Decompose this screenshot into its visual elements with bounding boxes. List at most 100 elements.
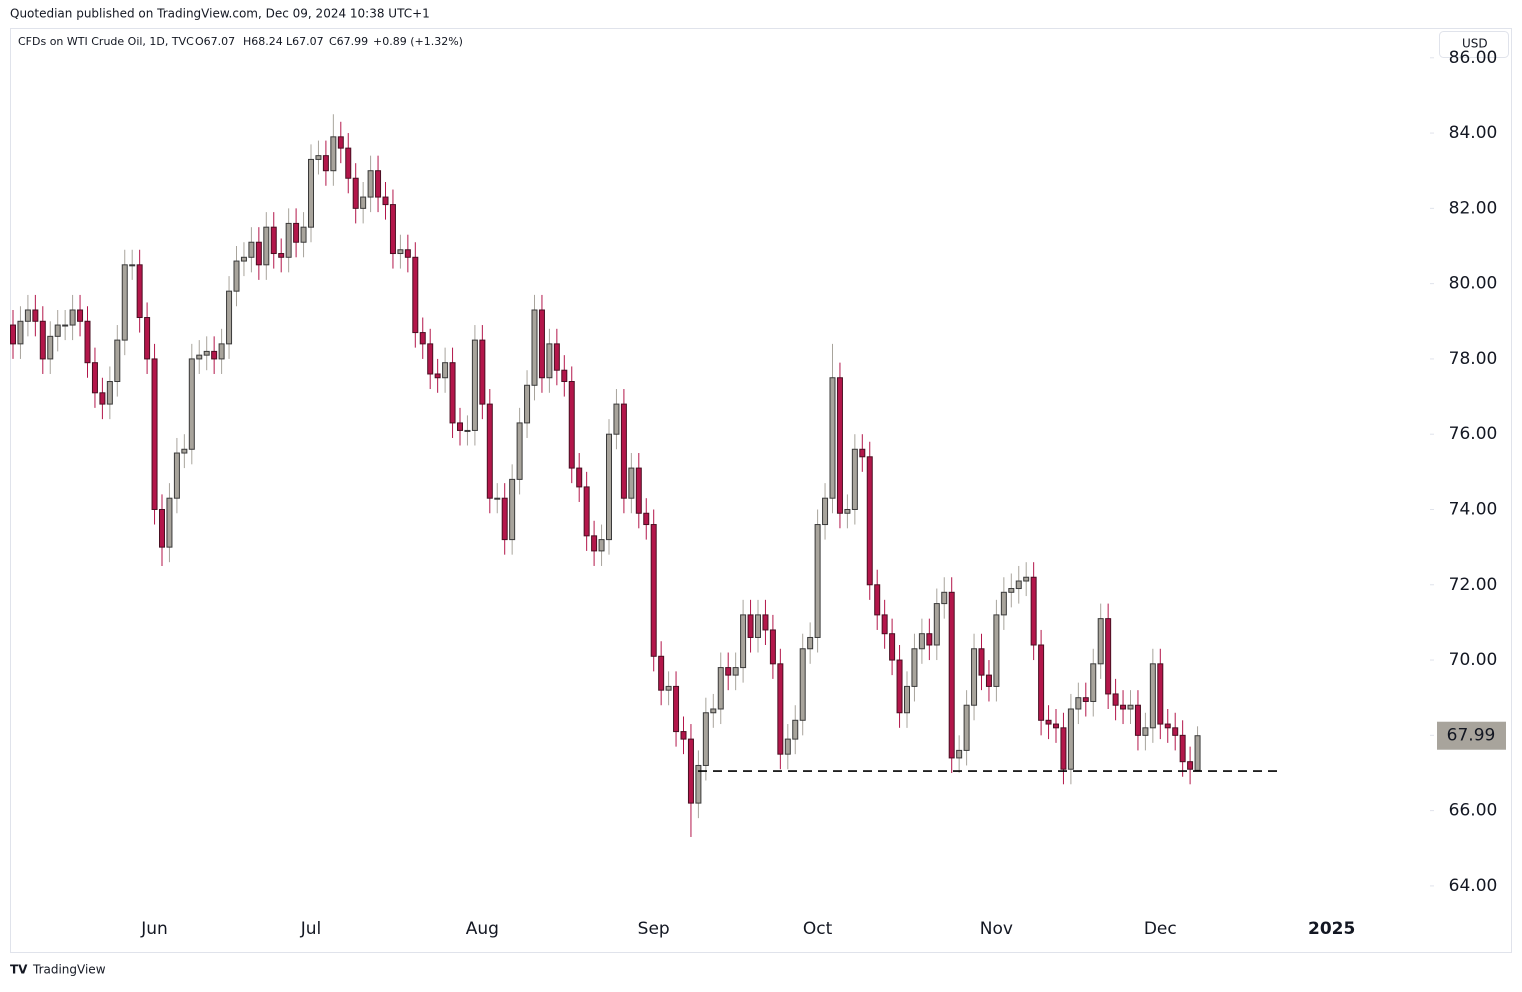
- y-tick-label: 76.00: [1449, 424, 1498, 444]
- candle-body: [628, 467, 635, 499]
- candle-body: [904, 685, 910, 714]
- candle-body: [486, 403, 493, 499]
- y-tick-label: 80.00: [1449, 274, 1498, 294]
- candle-body: [524, 384, 531, 424]
- candle-body: [1060, 727, 1067, 770]
- candle-body: [784, 738, 791, 755]
- candle-body: [10, 324, 16, 345]
- candle-body: [159, 508, 165, 548]
- candle-body: [129, 264, 136, 267]
- candle-body: [777, 663, 784, 755]
- candle-body: [576, 467, 583, 488]
- candle-body: [702, 712, 709, 766]
- candle-body: [404, 249, 411, 258]
- candle-body: [17, 320, 24, 345]
- candle-body: [1023, 576, 1030, 582]
- currency-button[interactable]: [1439, 31, 1509, 58]
- currency-label[interactable]: USD: [1462, 37, 1488, 51]
- candle-body: [509, 478, 516, 541]
- candle-body: [747, 614, 754, 638]
- x-tick-label: Sep: [638, 919, 670, 939]
- candle-body: [889, 633, 896, 661]
- candle-body: [1000, 591, 1007, 616]
- candle-body: [106, 381, 113, 405]
- y-tick-label: 66.00: [1449, 801, 1498, 821]
- candle-body: [948, 591, 955, 759]
- candle-body: [851, 448, 858, 510]
- candle-body: [442, 362, 449, 379]
- candle-body: [1134, 704, 1141, 736]
- y-tick-label: 64.00: [1449, 876, 1498, 896]
- y-tick-label: 70.00: [1449, 650, 1498, 670]
- candle-body: [978, 648, 985, 676]
- candle-body: [285, 222, 292, 258]
- candle-body: [1179, 734, 1186, 763]
- chart-frame: [10, 28, 1512, 953]
- candle-body: [188, 358, 195, 450]
- y-tick-label: 82.00: [1449, 198, 1498, 218]
- candle-body: [330, 136, 337, 172]
- candle-body: [39, 320, 46, 360]
- candle-body: [635, 467, 642, 514]
- candle-body: [725, 667, 732, 676]
- last-price-tag: [1437, 721, 1506, 750]
- candle-body: [1105, 618, 1112, 695]
- candle-body: [583, 486, 590, 537]
- candle-body: [591, 535, 598, 552]
- candle-body: [479, 339, 486, 405]
- legend: CFDs on WTI Crude Oil, 1D, TVC O67.07 H6…: [18, 35, 463, 48]
- candle-body: [926, 633, 933, 646]
- candle-body: [99, 392, 106, 405]
- last-price-label: 67.99: [1447, 726, 1496, 746]
- candle-body: [620, 403, 627, 499]
- candle-body: [792, 719, 799, 740]
- candle-body: [1164, 723, 1171, 729]
- candle-body: [270, 226, 277, 255]
- y-tick-label: 84.00: [1449, 123, 1498, 143]
- candle-body: [598, 539, 605, 552]
- candle-body: [62, 324, 69, 327]
- candle-body: [829, 377, 836, 499]
- candle-body: [457, 422, 463, 431]
- candle-body: [84, 320, 91, 364]
- candle-body: [218, 343, 225, 360]
- candle-body: [77, 309, 84, 322]
- candle-body: [248, 241, 255, 258]
- candle-body: [240, 256, 247, 262]
- candle-body: [203, 350, 210, 356]
- candle-body: [1067, 708, 1074, 770]
- candle-body: [226, 290, 233, 345]
- candle-body: [1172, 727, 1179, 736]
- candle-body: [337, 136, 344, 149]
- candle-body: [650, 524, 657, 657]
- candle-body: [471, 339, 478, 431]
- x-tick-label: Oct: [803, 919, 833, 939]
- candle-body: [24, 309, 31, 322]
- candle-body: [836, 377, 843, 514]
- candle-body: [1112, 693, 1119, 706]
- candle-body: [360, 196, 367, 209]
- ohlc-low: L67.07: [286, 35, 324, 48]
- candle-body: [1008, 588, 1015, 593]
- candle-body: [121, 264, 128, 341]
- candle-body: [933, 603, 940, 646]
- candle-body: [54, 324, 61, 337]
- candle-body: [352, 177, 359, 209]
- candle-body: [419, 332, 426, 345]
- y-tick-label: 74.00: [1449, 499, 1498, 519]
- candle-body: [69, 309, 76, 326]
- x-tick-label: Jul: [300, 919, 322, 939]
- candle-body: [1187, 761, 1194, 770]
- candle-body: [397, 249, 404, 255]
- candle-body: [896, 659, 903, 714]
- candle-body: [1120, 704, 1127, 710]
- candle-body: [538, 309, 545, 379]
- candle-body: [687, 738, 694, 804]
- candle-body: [822, 497, 829, 526]
- candle-body: [367, 170, 374, 198]
- ohlc-change: +0.89 (+1.32%): [373, 35, 463, 48]
- candle-body: [680, 731, 687, 740]
- x-tick-label: Jun: [140, 919, 168, 939]
- candle-body: [181, 448, 188, 454]
